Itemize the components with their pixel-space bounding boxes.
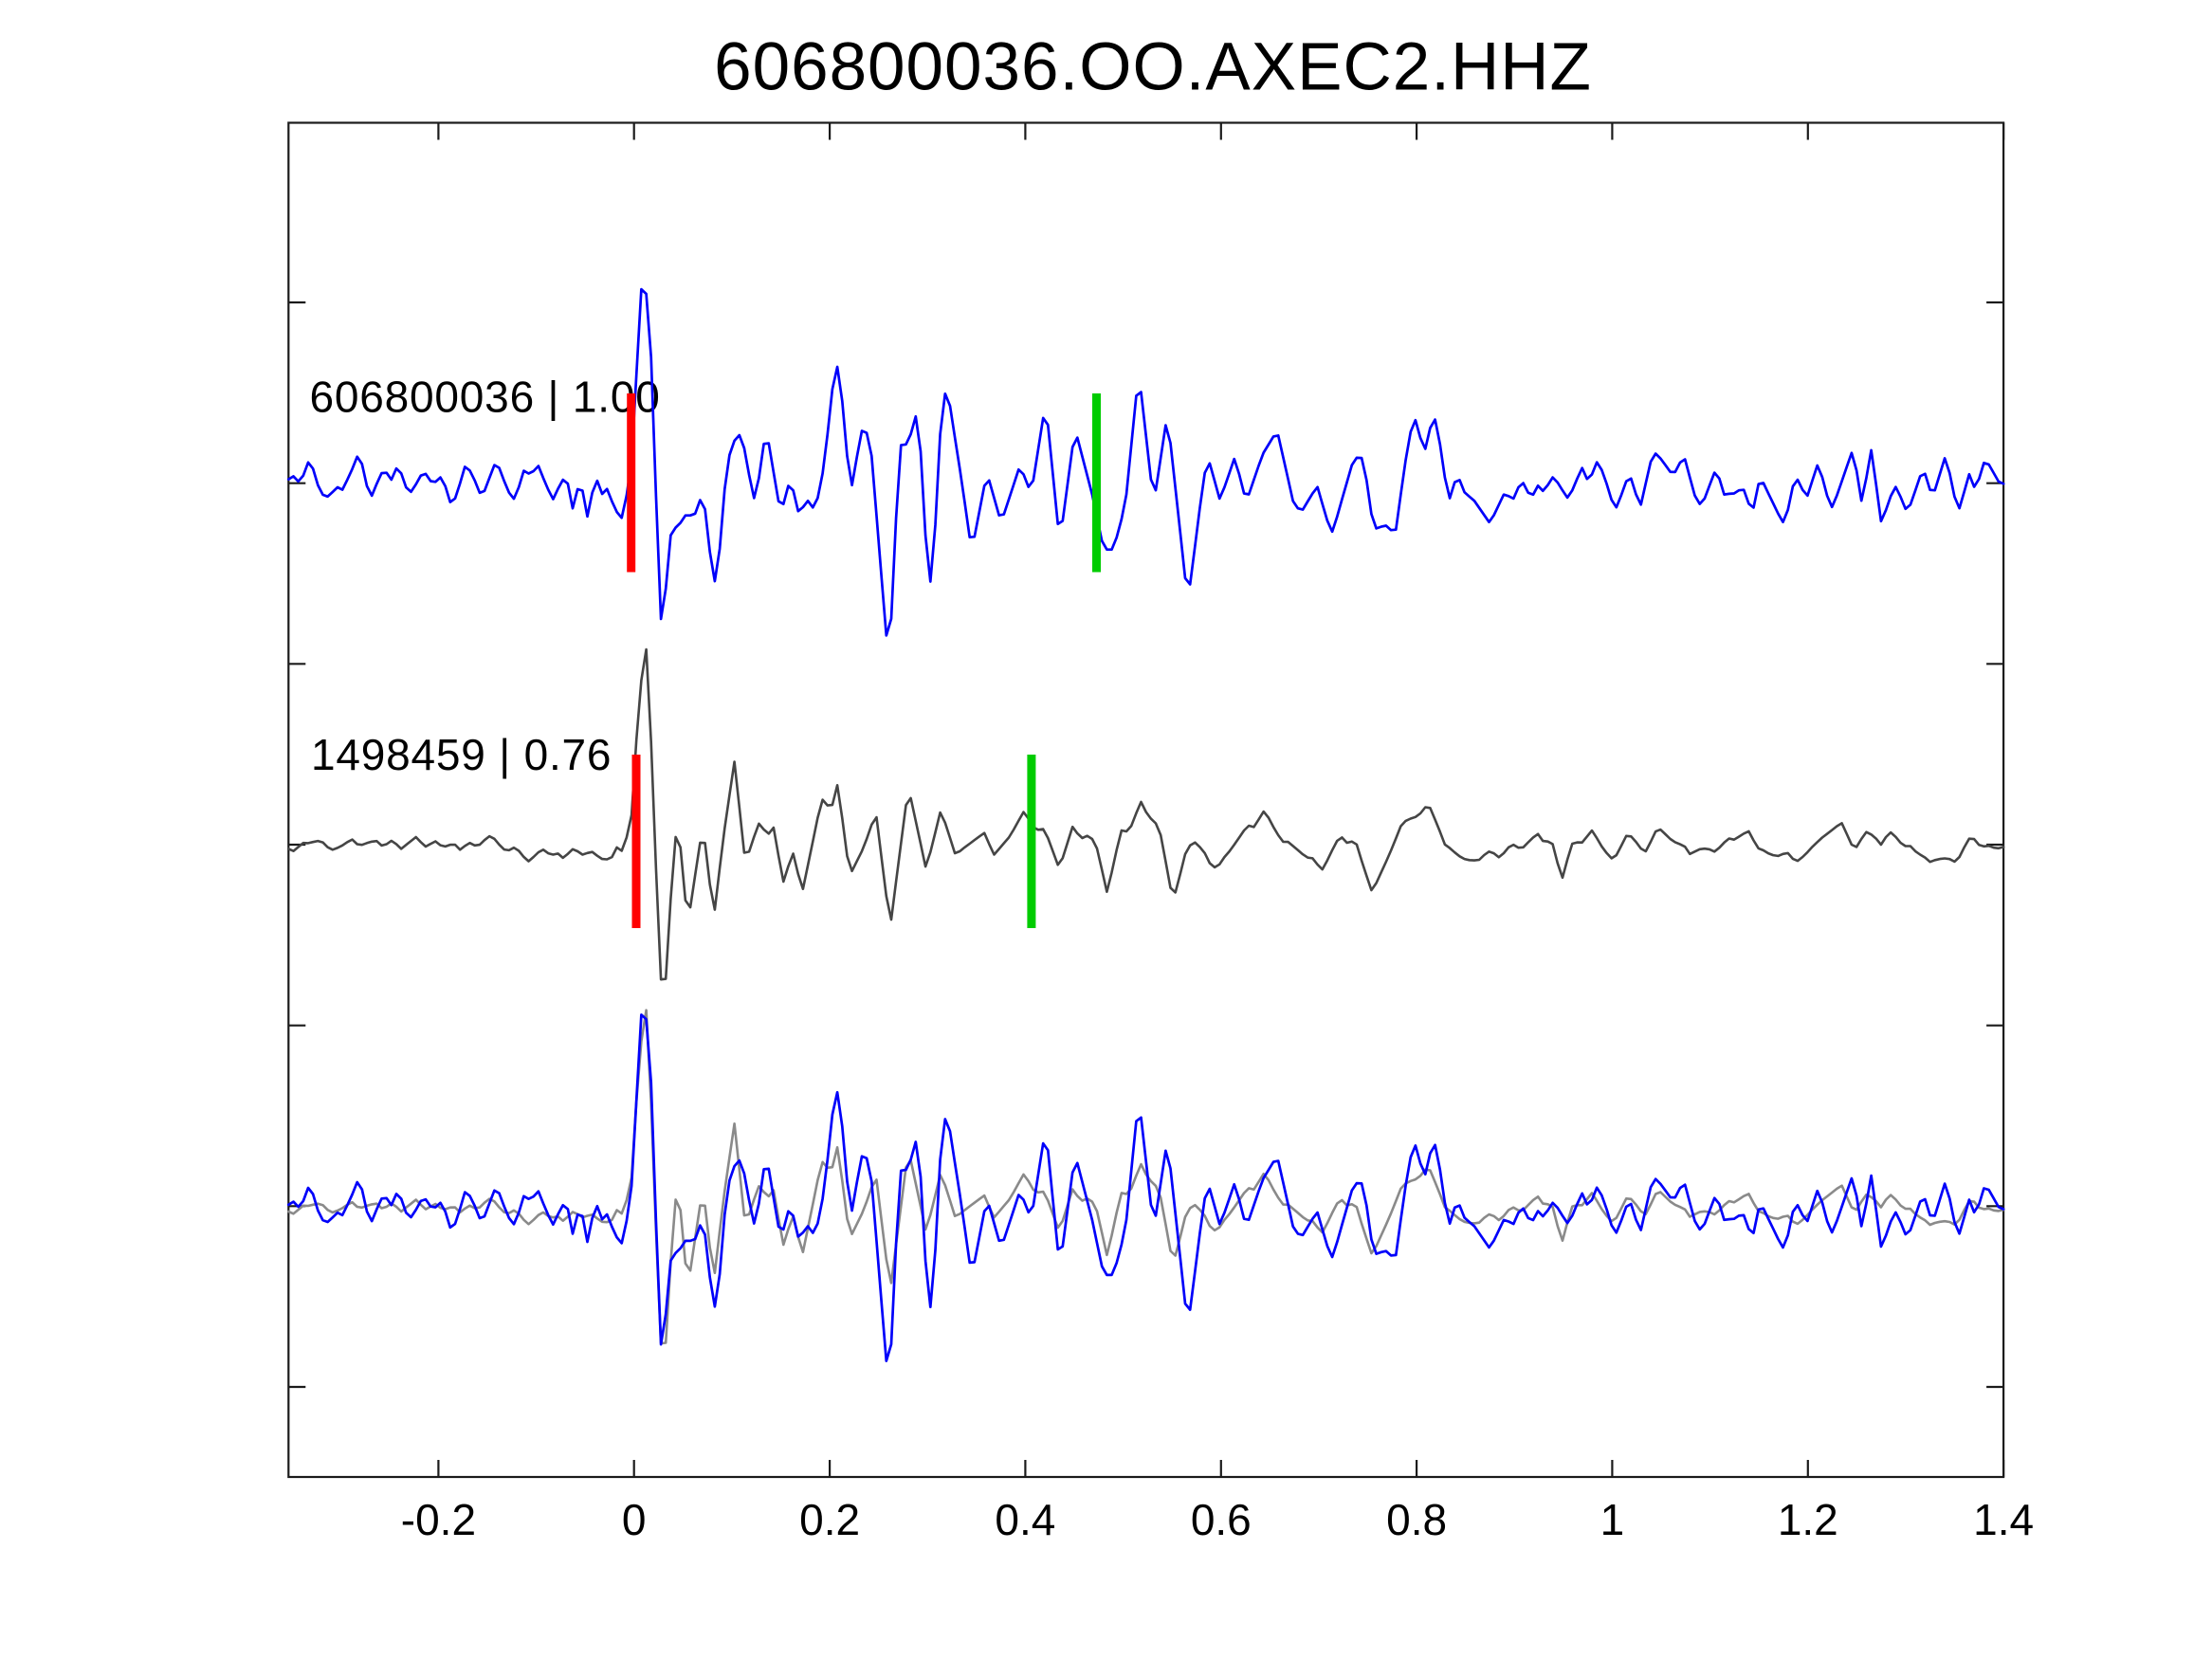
svg-text:606800036 | 1.00: 606800036 | 1.00 — [310, 373, 661, 422]
svg-text:1.4: 1.4 — [1973, 1495, 2034, 1544]
svg-text:0: 0 — [622, 1495, 647, 1544]
svg-text:1498459 | 0.76: 1498459 | 0.76 — [311, 730, 612, 779]
svg-text:0.4: 0.4 — [995, 1495, 1055, 1544]
svg-text:-0.2: -0.2 — [401, 1495, 476, 1544]
svg-text:1: 1 — [1600, 1495, 1625, 1544]
svg-text:0.6: 0.6 — [1191, 1495, 1252, 1544]
svg-text:606800036.OO.AXEC2.HHZ: 606800036.OO.AXEC2.HHZ — [714, 30, 1592, 105]
svg-text:1.2: 1.2 — [1778, 1495, 1838, 1544]
svg-text:0.8: 0.8 — [1386, 1495, 1447, 1544]
svg-text:0.2: 0.2 — [799, 1495, 860, 1544]
